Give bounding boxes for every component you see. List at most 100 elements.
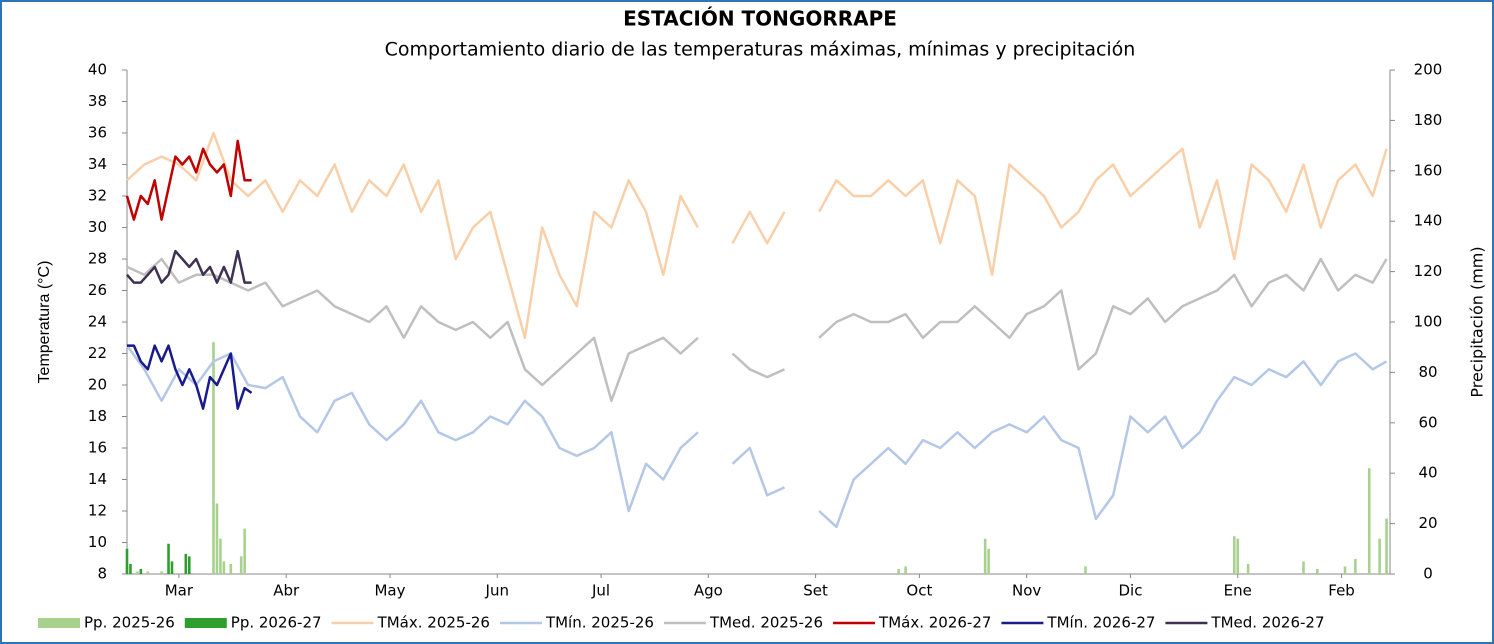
precip-bar <box>215 503 219 574</box>
x-tick-label: May <box>374 582 405 600</box>
legend-item: TMed. 2026-27 <box>1165 614 1325 632</box>
precip-bar <box>222 561 226 574</box>
x-tick-label: Abr <box>273 582 300 600</box>
chart-subtitle: Comportamiento diario de las temperatura… <box>385 39 1136 61</box>
y-tick-label: 20 <box>88 376 107 394</box>
x-tick-label: Dic <box>1118 582 1142 600</box>
y-tick-label: 38 <box>88 92 107 110</box>
legend-item: TMín. 2025-26 <box>499 614 654 632</box>
line-series <box>125 344 1388 529</box>
precip-bar <box>243 528 246 574</box>
legend-label: TMed. 2025-26 <box>709 614 823 632</box>
x-tick-label: Ene <box>1224 582 1252 600</box>
precip-bar <box>1385 518 1388 574</box>
precip-bar <box>129 563 132 574</box>
precip-bar <box>146 571 150 574</box>
precip-bar <box>1378 538 1381 574</box>
legend-item: Pp. 2026-27 <box>184 614 322 632</box>
y2-tick-label: 180 <box>1414 111 1443 129</box>
y-tick-label: 30 <box>88 218 107 236</box>
precip-bar <box>212 342 215 574</box>
y-tick-label: 18 <box>88 407 107 425</box>
y2-tick-label: 140 <box>1414 212 1443 230</box>
y2-tick-label: 40 <box>1418 464 1437 482</box>
line-series <box>125 139 252 221</box>
line-series <box>127 344 253 410</box>
y-tick-label: 14 <box>88 470 107 488</box>
legend-item: TMáx. 2025-26 <box>331 614 490 632</box>
precip-bar <box>987 548 990 574</box>
x-tick-label: Nov <box>1012 582 1041 600</box>
y-tick-label: 36 <box>88 124 107 142</box>
x-tick-label: Ago <box>694 582 723 600</box>
y-tick-label: 40 <box>88 61 107 79</box>
precip-bar <box>229 563 233 574</box>
legend-label: Pp. 2025-26 <box>84 614 175 632</box>
legend-label: TMín. 2026-27 <box>1046 614 1155 632</box>
y-axis-label: Temperatura (°C) <box>36 261 53 384</box>
legend-label: TMáx. 2025-26 <box>377 614 490 632</box>
precip-bar <box>125 548 129 574</box>
precip-bar <box>184 553 188 574</box>
y-tick-label: 12 <box>88 502 107 520</box>
y2-tick-label: 200 <box>1414 61 1443 79</box>
precip-bar <box>219 538 222 574</box>
precip-bar <box>1343 566 1347 574</box>
legend-item: TMín. 2026-27 <box>1001 614 1155 632</box>
precip-bar <box>897 568 900 574</box>
precip-bar <box>1232 536 1236 574</box>
line-series <box>126 249 252 284</box>
legend-swatch <box>38 618 80 628</box>
x-tick-label: Mar <box>165 582 194 600</box>
legend-label: TMáx. 2026-27 <box>878 614 991 632</box>
y2-tick-label: 0 <box>1423 565 1433 583</box>
y-tick-label: 10 <box>88 533 107 551</box>
y2-tick-label: 60 <box>1418 413 1437 431</box>
precip-bar <box>1084 566 1087 574</box>
y2-axis-label: Precipitación (mm) <box>1468 246 1487 397</box>
x-tick-label: Feb <box>1328 582 1355 600</box>
y-tick-label: 28 <box>88 250 107 268</box>
y-tick-label: 24 <box>88 313 107 331</box>
precip-bar <box>187 556 191 574</box>
precip-bar <box>983 538 987 574</box>
x-tick-label: Oct <box>906 582 932 600</box>
precip-bar <box>1246 563 1250 574</box>
y2-tick-label: 80 <box>1418 363 1437 381</box>
y-tick-label: 22 <box>88 344 107 362</box>
precip-bar <box>1367 468 1371 574</box>
chart-title: ESTACIÓN TONGORRAPE <box>623 7 897 31</box>
y-tick-label: 34 <box>88 155 107 173</box>
precip-bar <box>160 571 163 574</box>
legend-label: TMed. 2026-27 <box>1210 614 1324 632</box>
precip-bar <box>1354 558 1357 574</box>
legend-item: TMáx. 2026-27 <box>833 614 991 632</box>
legend-item: TMed. 2025-26 <box>663 614 823 632</box>
precip-bar <box>139 568 143 574</box>
y2-tick-label: 160 <box>1414 161 1443 179</box>
line-series <box>126 257 1388 403</box>
x-tick-label: Set <box>803 582 828 600</box>
y2-tick-label: 100 <box>1414 313 1443 331</box>
precip-bar <box>170 561 174 574</box>
y2-tick-label: 20 <box>1418 514 1437 532</box>
x-tick-label: Jun <box>485 582 509 600</box>
legend-swatch <box>184 618 227 628</box>
y-tick-label: 16 <box>88 439 107 457</box>
precip-bar <box>136 571 139 574</box>
precip-bar <box>167 543 170 574</box>
legend-item: Pp. 2025-26 <box>38 614 175 632</box>
x-tick-label: Jul <box>591 582 610 600</box>
y-tick-label: 8 <box>97 565 107 583</box>
legend-label: TMín. 2025-26 <box>545 614 654 632</box>
y-tick-label: 32 <box>88 187 107 205</box>
precip-bar <box>239 556 243 574</box>
y-tick-label: 26 <box>88 281 107 299</box>
legend-label: Pp. 2026-27 <box>231 614 322 632</box>
precip-bar <box>1236 538 1240 574</box>
precip-bar <box>1316 568 1319 574</box>
line-series <box>126 131 1388 340</box>
y2-tick-label: 120 <box>1414 262 1443 280</box>
